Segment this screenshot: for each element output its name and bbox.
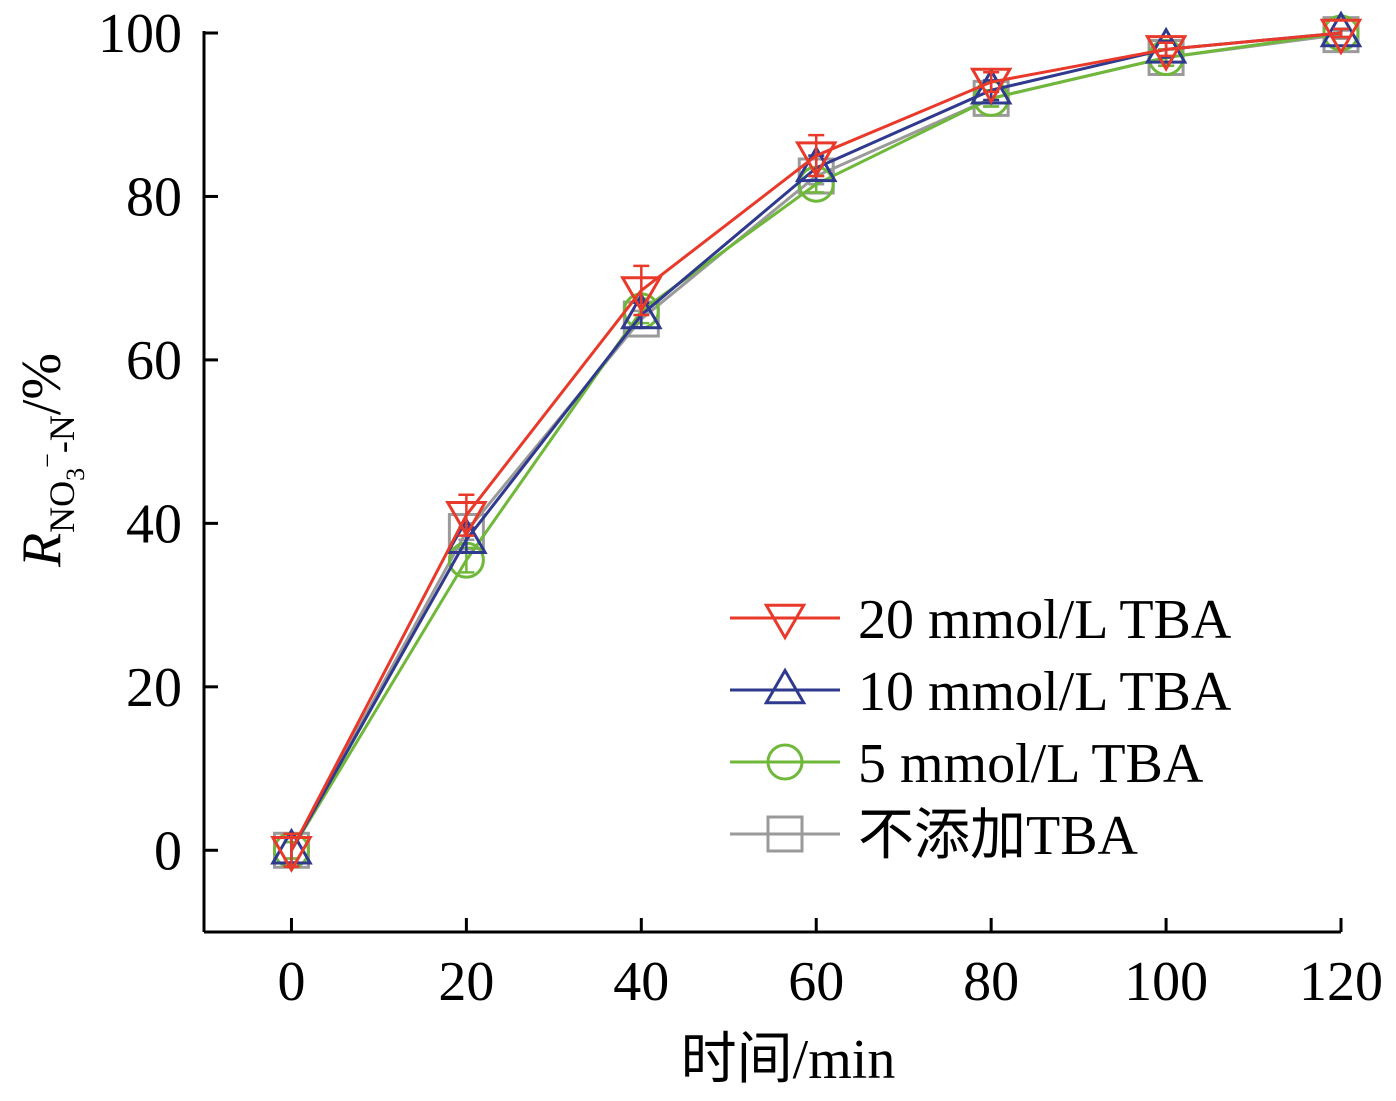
legend-label: 20 mmol/L TBA: [858, 589, 1232, 651]
data-point: [270, 836, 313, 873]
y-axis-subscript-index: 3: [61, 468, 90, 481]
legend-label: 不添加TBA: [858, 805, 1139, 867]
y-axis-subscript-main: NO: [42, 481, 82, 533]
data-point: [1319, 10, 1363, 48]
data-point: [1144, 35, 1188, 72]
data-point: [1144, 26, 1188, 64]
legend-label: 5 mmol/L TBA: [858, 733, 1204, 795]
x-tick-label: 40: [613, 951, 669, 1013]
legend-item: 20 mmol/L TBA: [730, 589, 1232, 651]
legend-label: 10 mmol/L TBA: [858, 661, 1232, 723]
data-point: [445, 500, 488, 538]
legend-marker: [763, 603, 807, 641]
x-tick-label: 60: [788, 951, 844, 1013]
x-tick-label: 100: [1124, 951, 1208, 1013]
legend-item: 10 mmol/L TBA: [730, 661, 1232, 723]
y-tick-label: 40: [126, 493, 182, 555]
x-axis-title: 时间/min: [681, 1029, 896, 1091]
y-tick-label: 80: [126, 166, 182, 228]
x-tick-label: 120: [1299, 951, 1383, 1013]
series: [270, 10, 1363, 873]
y-tick-label: 20: [126, 657, 182, 719]
ticks: 0 20 40 60 80 100 120 0 20 40 60 80 100: [98, 3, 1383, 1013]
y-tick-label: 100: [98, 3, 182, 65]
x-tick-label: 80: [963, 951, 1019, 1013]
series-0: [270, 18, 1363, 873]
x-tick-label: 0: [277, 951, 305, 1013]
y-tick-label: 0: [154, 820, 182, 882]
y-axis-symbol: R: [11, 533, 73, 568]
legend-marker: [766, 815, 804, 853]
data-point: [969, 67, 1013, 105]
data-point: [794, 141, 838, 179]
data-point: [1319, 18, 1363, 56]
legend-marker: [766, 743, 804, 781]
x-tick-label: 20: [438, 951, 494, 1013]
y-tick-label: 60: [126, 330, 182, 392]
legend-marker: [763, 667, 807, 705]
legend-item: 不添加TBA: [730, 805, 1139, 867]
y-axis-subscript-charge: −: [33, 453, 62, 468]
y-axis-unit: /%: [11, 353, 73, 415]
y-axis-title: RNO3−-N/%: [11, 353, 90, 568]
data-point: [620, 292, 663, 330]
axes: [202, 31, 1341, 934]
data-point: [620, 276, 663, 313]
legend: 20 mmol/L TBA 10 mmol/L TBA 5 mmol/L TBA 不添…: [730, 589, 1232, 867]
y-axis-subscript-tail: -N: [42, 415, 82, 453]
legend-item: 5 mmol/L TBA: [730, 733, 1204, 795]
